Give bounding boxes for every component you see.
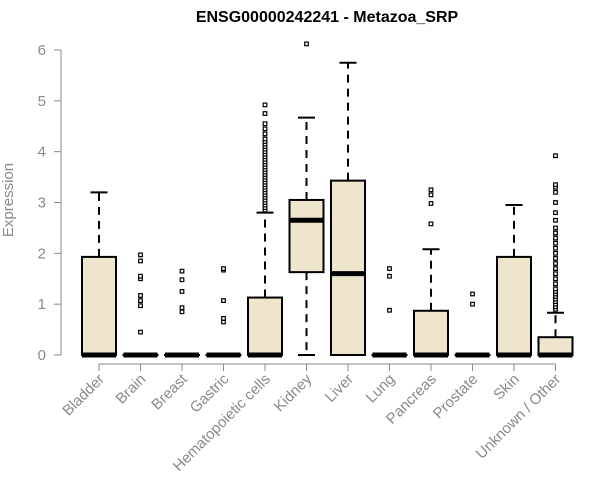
outlier-point <box>553 266 558 271</box>
box-group <box>122 252 159 358</box>
outlier-point <box>553 286 558 292</box>
y-tick-label: 0 <box>38 347 46 364</box>
outlier-point <box>553 256 558 261</box>
outlier-point <box>138 298 143 304</box>
box-group <box>81 191 117 358</box>
y-tick-label: 4 <box>38 144 46 161</box>
outlier-point <box>553 200 558 205</box>
outlier-point <box>221 316 226 321</box>
outlier-point <box>138 293 143 298</box>
x-tick-label: Skin <box>490 371 523 404</box>
boxes-layer <box>81 41 574 358</box>
outlier-point <box>553 235 558 241</box>
box-group <box>164 268 200 358</box>
box-group <box>330 61 366 356</box>
y-axis-label: Expression <box>0 163 17 237</box>
outlier-point <box>179 289 185 294</box>
outlier-point <box>428 201 434 206</box>
outlier-point <box>304 41 309 47</box>
outlier-point <box>553 153 558 159</box>
outlier-point <box>179 277 185 283</box>
outlier-point <box>138 329 143 335</box>
outlier-point <box>262 102 268 108</box>
box-group <box>454 291 491 358</box>
box-group <box>496 204 532 358</box>
outlier-point <box>553 276 558 282</box>
outlier-point <box>553 189 558 195</box>
outlier-point <box>553 281 558 287</box>
outlier-point <box>428 192 434 198</box>
outlier-point <box>553 225 558 231</box>
outlier-point <box>179 268 185 274</box>
outlier-point <box>262 131 268 137</box>
outlier-point <box>262 136 268 142</box>
outlier-point <box>428 221 434 227</box>
box-group <box>371 266 408 358</box>
box-body <box>537 336 574 357</box>
outlier-point <box>470 291 475 297</box>
outlier-point <box>470 301 475 307</box>
outlier-point <box>138 258 143 264</box>
y-tick-label: 1 <box>38 296 46 313</box>
y-tick-label: 3 <box>38 195 46 212</box>
outlier-point <box>553 261 558 266</box>
outlier-point <box>553 210 558 216</box>
outlier-point <box>138 303 143 309</box>
outlier-point <box>553 271 558 277</box>
box-body <box>247 296 283 356</box>
outlier-point <box>553 250 558 256</box>
outlier-point <box>138 252 143 258</box>
outlier-point <box>138 273 143 279</box>
box-group <box>247 102 283 358</box>
chart-title: ENSG00000242241 - Metazoa_SRP <box>196 9 459 26</box>
x-tick-label: Bladder <box>59 371 108 420</box>
outlier-point <box>553 245 558 251</box>
x-tick-label: Lung <box>363 371 399 407</box>
outlier-point <box>553 230 558 236</box>
outlier-point <box>262 121 268 127</box>
x-tick-label: Liver <box>322 371 357 406</box>
box-body <box>81 255 117 356</box>
outlier-point <box>428 187 434 193</box>
outlier-point <box>262 126 268 132</box>
box-body <box>496 255 532 356</box>
outlier-point <box>221 266 226 271</box>
outlier-point <box>179 305 185 311</box>
outlier-point <box>221 298 226 304</box>
x-tick-label: Breast <box>148 370 191 413</box>
outlier-point <box>387 266 392 271</box>
x-tick-label: Brain <box>113 371 150 408</box>
box-body <box>330 179 366 356</box>
outlier-point <box>387 273 392 279</box>
outlier-point <box>262 111 268 116</box>
box-body <box>413 309 449 356</box>
box-group <box>413 187 449 358</box>
y-tick-label: 6 <box>38 42 46 59</box>
box-group <box>205 266 242 358</box>
outlier-point <box>553 240 558 246</box>
box-body <box>288 198 325 274</box>
y-tick-label: 5 <box>38 93 46 110</box>
outlier-point <box>553 182 558 188</box>
y-tick-label: 2 <box>38 245 46 262</box>
y-axis: 0 1 2 3 4 5 6 <box>38 42 62 364</box>
box-group <box>288 41 325 356</box>
outlier-point <box>179 309 185 315</box>
outlier-point <box>553 217 558 223</box>
box-group <box>537 153 574 358</box>
x-tick-label: Prostate <box>430 371 482 423</box>
x-tick-label: Kidney <box>271 370 316 415</box>
outlier-point <box>387 307 392 313</box>
